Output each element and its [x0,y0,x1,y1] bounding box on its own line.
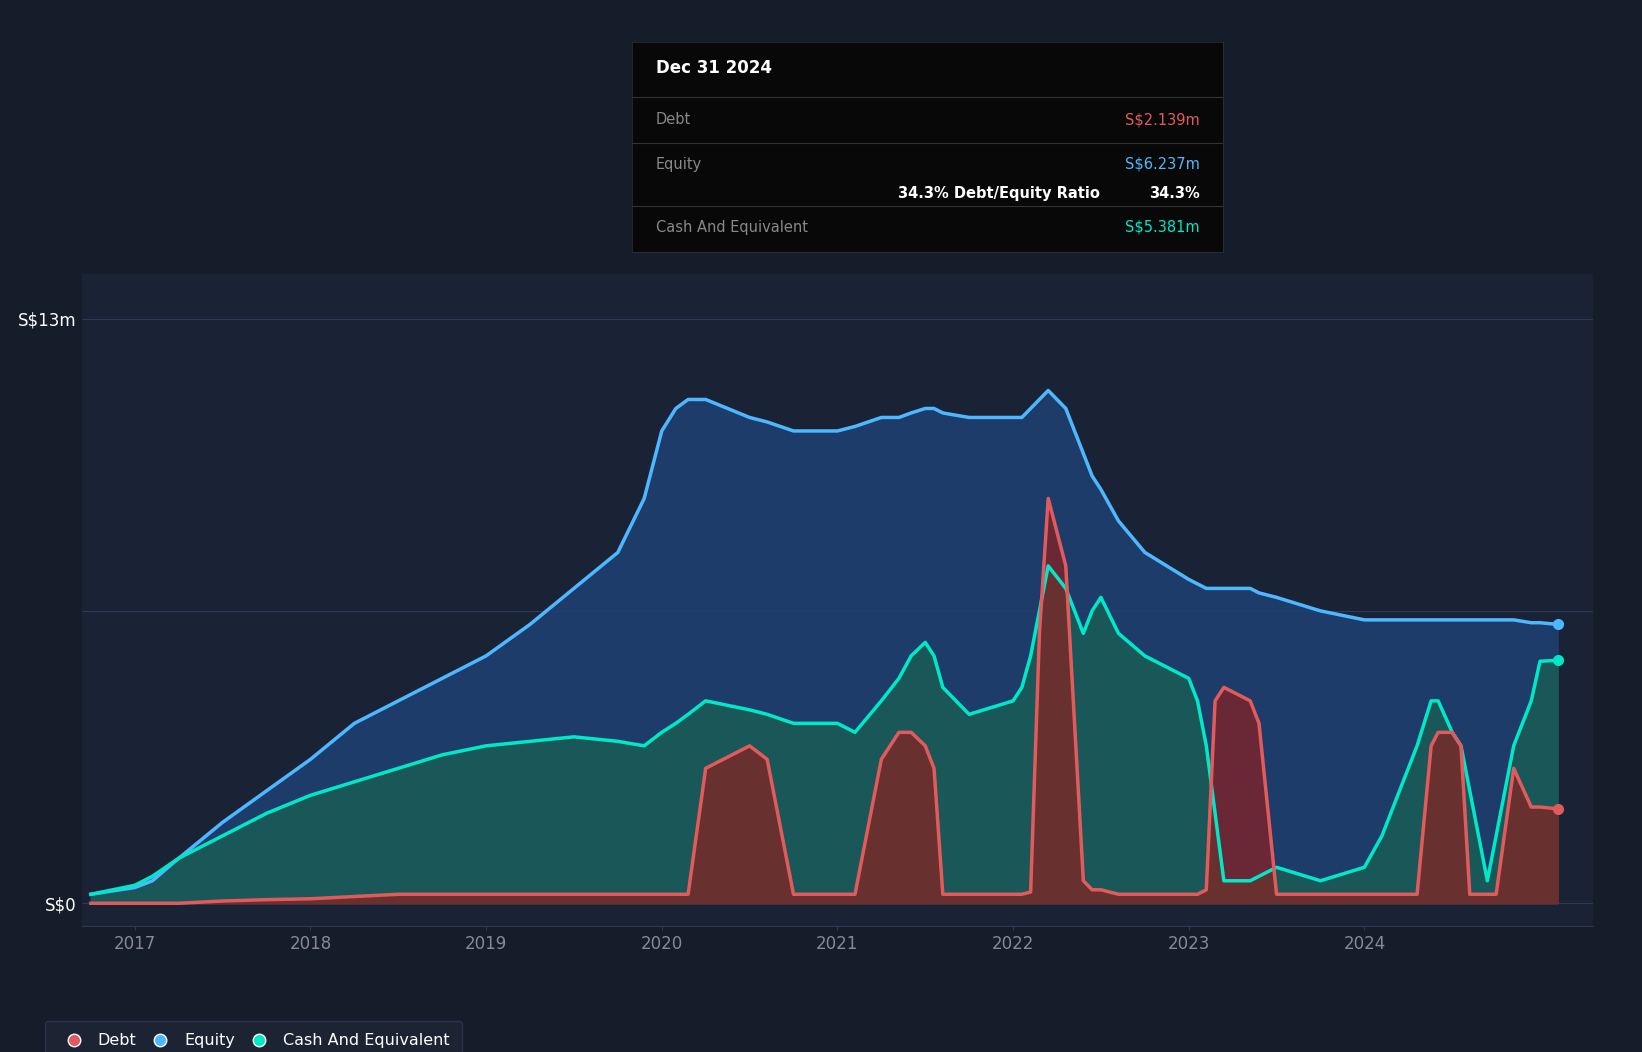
Text: Equity: Equity [655,157,703,171]
Text: Dec 31 2024: Dec 31 2024 [655,59,772,77]
Text: 34.3%: 34.3% [1149,186,1200,201]
Text: Cash And Equivalent: Cash And Equivalent [655,220,808,235]
Text: 34.3% Debt/Equity Ratio: 34.3% Debt/Equity Ratio [898,186,1100,201]
Text: S$6.237m: S$6.237m [1125,157,1200,171]
Text: S$2.139m: S$2.139m [1125,113,1200,127]
Legend: Debt, Equity, Cash And Equivalent: Debt, Equity, Cash And Equivalent [44,1020,463,1052]
Text: Debt: Debt [655,113,691,127]
Text: S$5.381m: S$5.381m [1125,220,1200,235]
